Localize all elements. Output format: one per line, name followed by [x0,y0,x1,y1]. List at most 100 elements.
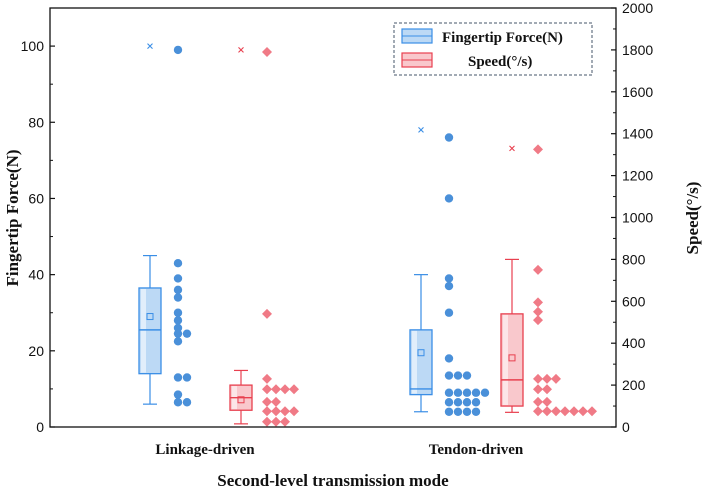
force-data-point [444,308,454,317]
force-data-point [173,45,183,55]
force-data-point [173,308,183,317]
right-axis-tick-label: 800 [622,251,646,267]
force-box-highlight [412,330,417,394]
speed-data-point [271,406,281,417]
speed-data-point [569,406,579,417]
left-axis-tick-label: 40 [28,267,44,283]
speed-data-point [560,406,570,417]
right-axis-tick-label: 1400 [622,126,653,142]
force-data-point [173,329,183,338]
legend-label-force: Fingertip Force(N) [442,30,563,46]
legend-label-speed: Speed(°/s) [468,54,532,70]
speed-data-point [542,406,552,417]
right-axis-tick-label: 1200 [622,168,653,184]
right-axis-tick-label: 200 [622,377,646,393]
speed-data-point [280,406,290,417]
force-data-point [453,388,463,397]
right-axis-tick-label: 0 [622,419,630,435]
force-data-point [462,371,472,380]
force-mean-marker [146,313,154,321]
force-outlier-marker [418,127,424,133]
speed-data-point [533,297,543,308]
x-axis-title: Second-level transmission mode [217,471,449,490]
speed-data-point [533,264,543,275]
force-data-point [182,373,192,382]
right-axis-tick-label: 400 [622,335,646,351]
right-axis-tick-label: 1600 [622,84,653,100]
force-data-point [173,259,183,268]
force-data-point [173,285,183,295]
force-data-point [182,398,192,407]
speed-mean-marker [508,354,516,362]
speed-data-point [578,406,588,417]
force-data-point [471,398,481,407]
left-axis-tick-label: 80 [28,114,44,130]
right-axis-tick-label: 1000 [622,210,653,226]
legend: Fingertip Force(N) Speed(°/s) [393,22,593,76]
speed-outlier-marker [509,145,515,152]
force-data-point [444,133,454,142]
speed-data-point [262,416,272,427]
force-data-point [444,274,454,283]
speed-data-point [551,373,561,384]
force-data-point [444,407,454,416]
speed-data-point [289,406,299,417]
force-data-point [462,407,472,416]
speed-data-point [271,416,281,427]
right-axis-tick-label: 2000 [622,0,653,16]
force-data-point [173,390,183,399]
force-data-point [444,194,454,203]
speed-data-point [533,306,543,317]
force-data-point [444,354,454,363]
speed-data-point [262,384,272,395]
speed-data-point [262,308,272,319]
speed-data-point [551,406,561,417]
speed-data-point [542,396,552,407]
speed-data-point [542,384,552,395]
right-axis-tick-label: 600 [622,293,646,309]
force-data-point [173,316,183,325]
speed-data-point [280,384,290,395]
force-data-point [173,293,183,302]
speed-data-point [289,384,299,395]
speed-data-point [262,373,272,384]
speed-data-point [262,406,272,417]
speed-mean-marker [237,396,245,404]
left-axis-tick-label: 100 [21,38,45,54]
force-data-point [462,388,472,397]
speed-data-point [533,315,543,326]
force-data-point [444,388,454,397]
force-data-point [444,281,454,291]
left-axis-tick-label: 0 [36,419,44,435]
force-data-point [173,274,183,283]
speed-data-point [587,406,597,417]
x-tick-label-tendon: Tendon-driven [429,442,524,458]
speed-data-point [262,46,272,57]
speed-data-point [271,384,281,395]
force-data-point [173,398,183,407]
force-box-highlight [141,288,146,373]
force-data-point [462,398,472,407]
force-data-point [182,329,192,338]
y-axis-title-left: Fingertip Force(N) [3,149,22,286]
speed-data-point [533,396,543,407]
force-data-point [471,388,481,397]
force-data-point [453,398,463,407]
right-axis-tick-label: 1800 [622,42,653,58]
speed-box-highlight [503,314,508,406]
speed-data-point [533,406,543,417]
x-tick-label-linkage: Linkage-driven [155,442,255,458]
speed-data-point [262,396,272,407]
force-data-point [173,337,183,346]
force-data-point [453,371,463,380]
speed-data-point [533,384,543,395]
force-data-point [480,388,490,397]
force-data-point [444,371,454,380]
speed-data-point [271,396,281,407]
force-data-point [453,407,463,416]
y-axis-title-right: Speed(°/s) [683,182,702,255]
force-data-point [471,407,481,416]
left-axis-tick-label: 60 [28,190,44,206]
force-outlier-marker [147,43,153,49]
